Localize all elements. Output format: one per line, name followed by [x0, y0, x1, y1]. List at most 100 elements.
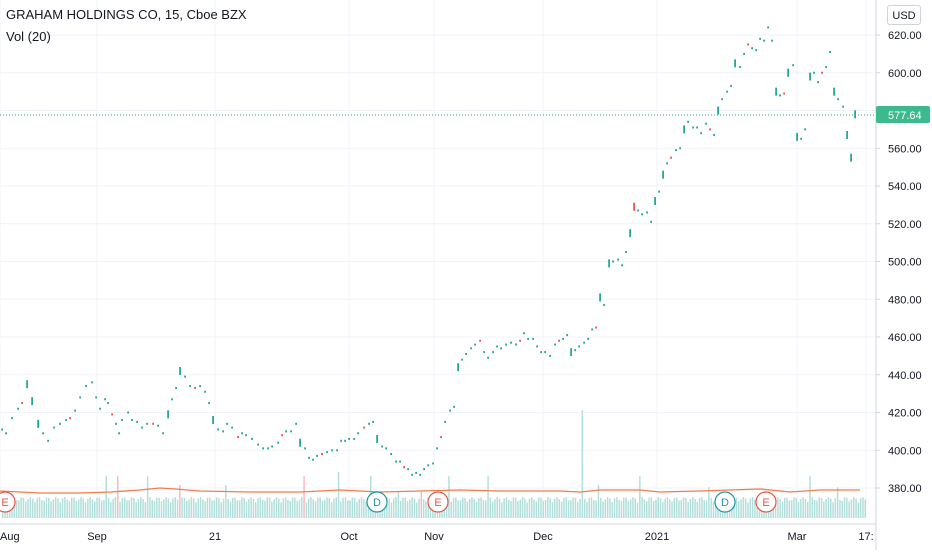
- time-tick-label: Aug: [0, 531, 20, 543]
- volume-indicator-label[interactable]: Vol (20): [6, 29, 51, 44]
- volume-bar: [602, 501, 604, 518]
- volume-bar: [144, 502, 147, 518]
- volume-bar: [505, 497, 508, 518]
- volume-bar: [98, 497, 101, 518]
- price-candle: [411, 473, 413, 476]
- volume-bar: [740, 499, 742, 518]
- volume-bar: [749, 498, 751, 518]
- volume-bar: [802, 497, 804, 518]
- volume-bar: [195, 502, 197, 518]
- price-candle: [336, 449, 338, 452]
- price-candle: [212, 416, 214, 425]
- price-candle: [700, 132, 702, 135]
- price-candle: [505, 343, 507, 346]
- volume-bar: [388, 498, 390, 518]
- price-candle: [184, 375, 186, 378]
- volume-bar: [321, 500, 324, 518]
- price-candle: [496, 345, 498, 348]
- volume-bar: [563, 497, 565, 518]
- volume-bar: [425, 501, 427, 518]
- volume-bar: [399, 500, 402, 518]
- volume-bar: [252, 498, 255, 518]
- volume-bar: [181, 497, 183, 518]
- volume-bar: [59, 502, 61, 518]
- price-candle: [696, 126, 698, 129]
- volume-bar: [609, 498, 611, 518]
- volume-bar: [542, 500, 544, 518]
- time-tick-label: 2021: [645, 531, 669, 543]
- volume-bar: [146, 476, 149, 518]
- volume-bar: [811, 497, 814, 518]
- volume-bar: [680, 500, 682, 518]
- price-candle: [304, 447, 306, 450]
- symbol-title[interactable]: GRAHAM HOLDINGS CO, 15, Cboe BZX: [6, 7, 247, 22]
- price-candle: [85, 385, 87, 388]
- dividend-marker: [714, 491, 736, 513]
- volume-bar: [774, 498, 777, 518]
- volume-bar: [222, 498, 225, 518]
- volume-bar: [294, 497, 296, 518]
- price-candle: [595, 326, 597, 329]
- volume-bar: [673, 497, 676, 518]
- volume-bar: [620, 500, 623, 518]
- volume-bar: [485, 500, 487, 518]
- volume-bar: [468, 499, 471, 518]
- volume-bar: [335, 497, 337, 518]
- volume-bar: [666, 497, 669, 518]
- volume-bar: [496, 497, 498, 518]
- volume-bar: [583, 498, 586, 518]
- volume-bar: [593, 500, 595, 518]
- volume-bar: [199, 497, 202, 518]
- volume-bar: [455, 497, 457, 518]
- volume-bar: [800, 498, 802, 518]
- price-candle: [721, 98, 723, 101]
- volume-bar: [137, 499, 140, 518]
- price-candle: [817, 81, 819, 84]
- price-candle: [574, 349, 576, 352]
- price-tick-label: 420.00: [888, 408, 922, 420]
- volume-bar: [632, 497, 634, 518]
- price-candle: [357, 432, 359, 435]
- price-candle: [118, 432, 120, 435]
- currency-button[interactable]: USD: [887, 5, 921, 25]
- volume-bar: [503, 498, 505, 518]
- volume-bar: [356, 501, 358, 518]
- volume-bar: [694, 498, 696, 518]
- volume-bar: [80, 497, 82, 518]
- volume-bar: [850, 499, 853, 518]
- volume-bar: [540, 497, 542, 518]
- price-candle: [779, 94, 781, 97]
- volume-bar: [287, 499, 289, 518]
- volume-bar: [685, 498, 687, 518]
- volume-bar: [183, 497, 186, 518]
- volume-bar: [202, 499, 204, 518]
- price-candle: [69, 417, 71, 420]
- volume-bar: [521, 497, 524, 518]
- price-candle: [787, 68, 789, 77]
- volume-bar: [471, 497, 473, 518]
- dividend-marker-label: D: [721, 497, 729, 509]
- volume-bar: [827, 497, 830, 518]
- price-candle: [440, 436, 442, 439]
- price-candle: [759, 37, 761, 40]
- volume-bar: [715, 499, 717, 518]
- price-tick-label: 620.00: [888, 30, 922, 42]
- volume-bar: [112, 498, 114, 518]
- volume-bar: [692, 497, 694, 518]
- volume-bar: [581, 410, 584, 518]
- volume-bar: [577, 501, 579, 518]
- volume-bar: [864, 499, 866, 518]
- volume-bar: [646, 501, 648, 518]
- volume-bar: [358, 499, 360, 518]
- time-tick-label: Dec: [533, 531, 553, 543]
- price-candle: [487, 356, 489, 359]
- price-candle: [730, 84, 732, 87]
- price-candle: [813, 71, 815, 74]
- price-candle: [59, 422, 61, 425]
- price-candle: [492, 351, 494, 354]
- price-candle: [771, 39, 773, 42]
- volume-bar: [570, 500, 572, 518]
- last-price-label: 577.64: [888, 110, 922, 122]
